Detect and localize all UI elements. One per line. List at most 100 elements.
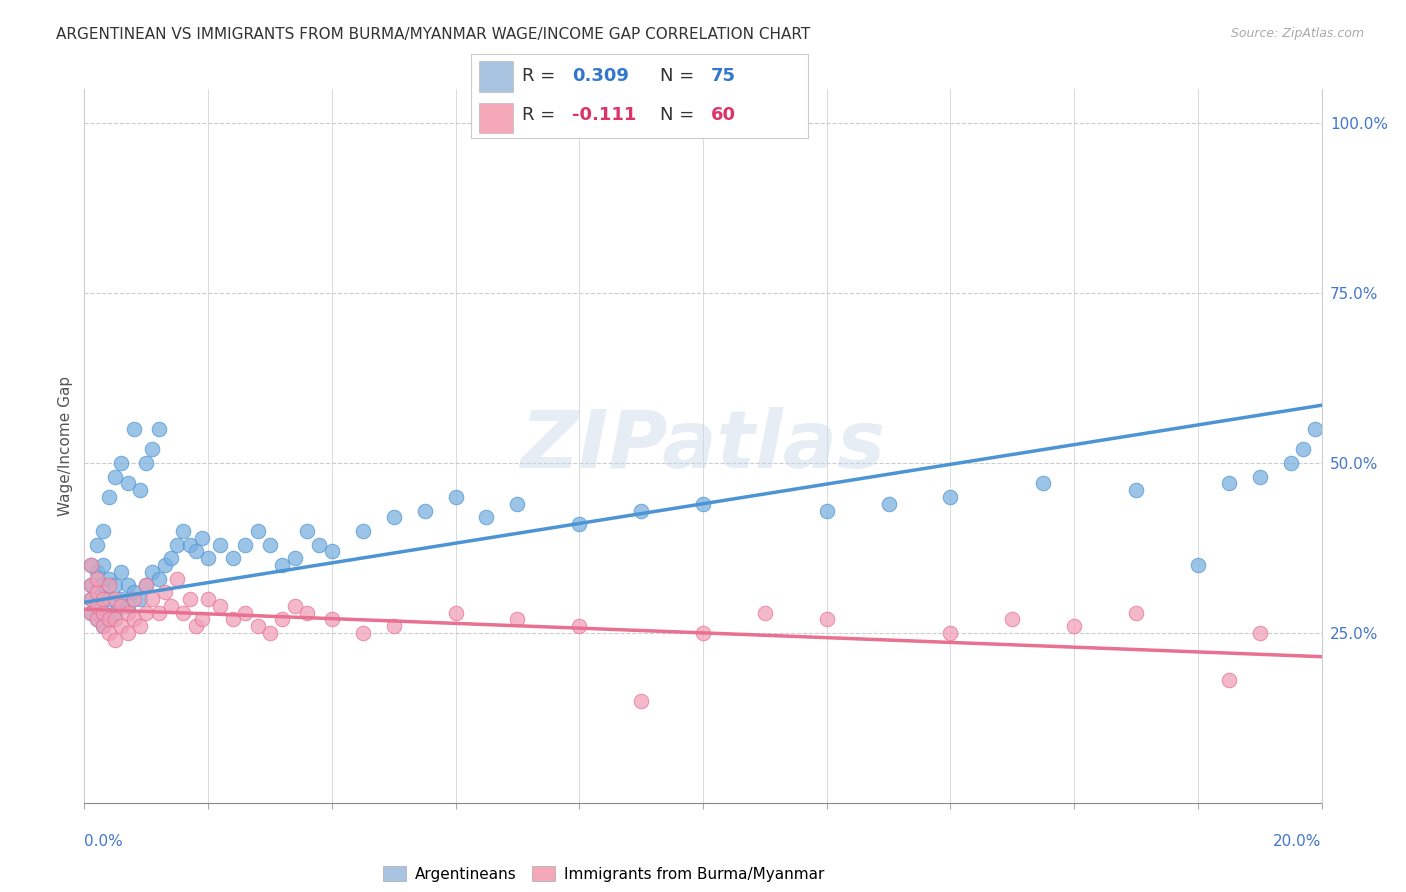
Point [86,565,108,579]
Point [1218,476,1240,491]
Point [222,551,245,566]
Point [129,591,152,606]
Point [413,503,436,517]
Point [222,612,245,626]
Text: 20.0%: 20.0% [1274,834,1322,849]
Point [110,565,132,579]
FancyBboxPatch shape [479,103,513,133]
Point [184,619,207,633]
Text: 75: 75 [710,68,735,86]
Point [259,626,281,640]
Point [104,606,127,620]
Point [1032,476,1054,491]
Point [117,606,139,620]
Point [630,694,652,708]
Point [91,619,114,633]
Point [1249,469,1271,483]
Text: -0.111: -0.111 [572,106,637,124]
Point [166,572,188,586]
Point [233,606,256,620]
Point [197,591,219,606]
Point [271,612,294,626]
Point [382,510,405,524]
Point [475,510,498,524]
Point [191,612,214,626]
Point [135,578,157,592]
Point [1125,606,1147,620]
Point [110,619,132,633]
Point [135,606,157,620]
Point [630,503,652,517]
Point [135,456,157,470]
Point [1249,626,1271,640]
Point [98,591,121,606]
Point [877,497,900,511]
Point [692,497,714,511]
Text: 60: 60 [710,106,735,124]
Point [179,537,201,551]
Point [1125,483,1147,498]
Point [568,517,591,532]
Point [209,537,232,551]
FancyBboxPatch shape [479,62,513,92]
Point [117,578,139,592]
Point [160,551,183,566]
Point [104,612,127,626]
Point [98,572,121,586]
Text: R =: R = [522,68,561,86]
Point [91,558,114,572]
Text: N =: N = [659,68,700,86]
Point [104,591,127,606]
Point [104,632,127,647]
Point [91,524,114,538]
Point [284,551,307,566]
Text: 0.309: 0.309 [572,68,628,86]
Point [129,483,152,498]
Point [815,503,838,517]
Point [79,606,101,620]
Point [1305,422,1327,436]
Point [352,524,374,538]
Point [271,558,294,572]
Point [184,544,207,558]
Point [153,558,176,572]
Point [295,606,318,620]
Point [246,619,269,633]
Point [117,476,139,491]
Point [86,537,108,551]
Point [104,469,127,483]
Point [86,599,108,613]
Point [79,591,101,606]
Point [1279,456,1302,470]
Point [191,531,214,545]
Point [86,612,108,626]
Point [259,537,281,551]
Point [352,626,374,640]
Point [284,599,307,613]
Point [148,606,170,620]
Point [308,537,330,551]
Point [117,599,139,613]
Point [86,572,108,586]
Y-axis label: Wage/Income Gap: Wage/Income Gap [58,376,73,516]
Point [117,626,139,640]
Point [110,456,132,470]
Point [79,558,101,572]
Point [179,591,201,606]
Point [1218,673,1240,688]
Legend: Argentineans, Immigrants from Burma/Myanmar: Argentineans, Immigrants from Burma/Myan… [377,860,831,888]
Text: 0.0%: 0.0% [84,834,124,849]
Point [172,606,194,620]
Text: N =: N = [659,106,700,124]
Point [91,606,114,620]
Point [122,591,145,606]
Point [1063,619,1085,633]
Point [79,558,101,572]
Point [141,565,163,579]
Text: Source: ZipAtlas.com: Source: ZipAtlas.com [1230,27,1364,40]
Point [1187,558,1209,572]
Point [382,619,405,633]
Point [129,619,152,633]
Point [1292,442,1315,457]
Point [86,599,108,613]
